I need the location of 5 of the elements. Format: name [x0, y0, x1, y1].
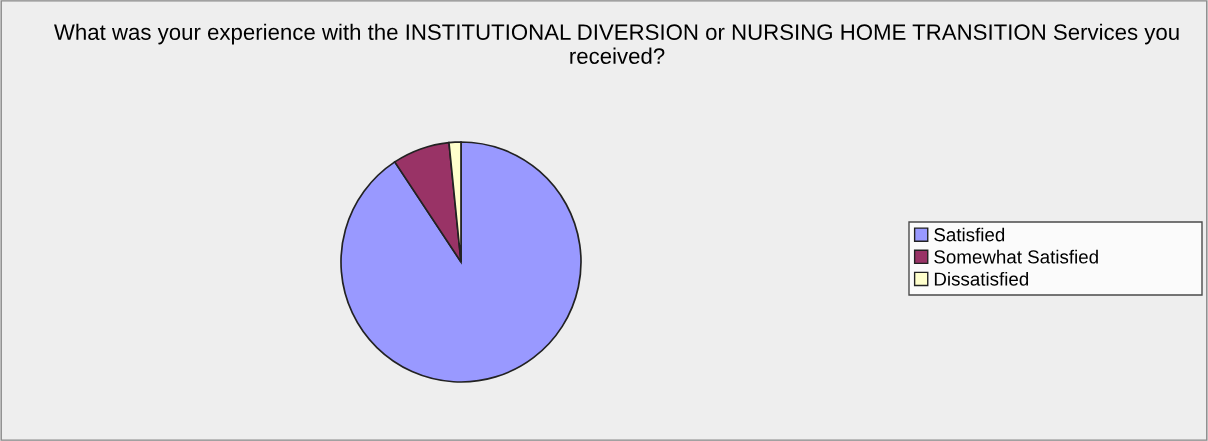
- legend-label: Satisfied: [934, 227, 1005, 242]
- chart-title: What was your experience with the INSTITUTIONAL DIVERSION or NURSING HOME TRANSITION Services you received?: [54, 23, 1179, 64]
- legend-label: Somewhat Satisfied: [934, 249, 1098, 264]
- legend-label: Dissatisfied: [934, 271, 1029, 286]
- pie-slice: [340, 141, 582, 383]
